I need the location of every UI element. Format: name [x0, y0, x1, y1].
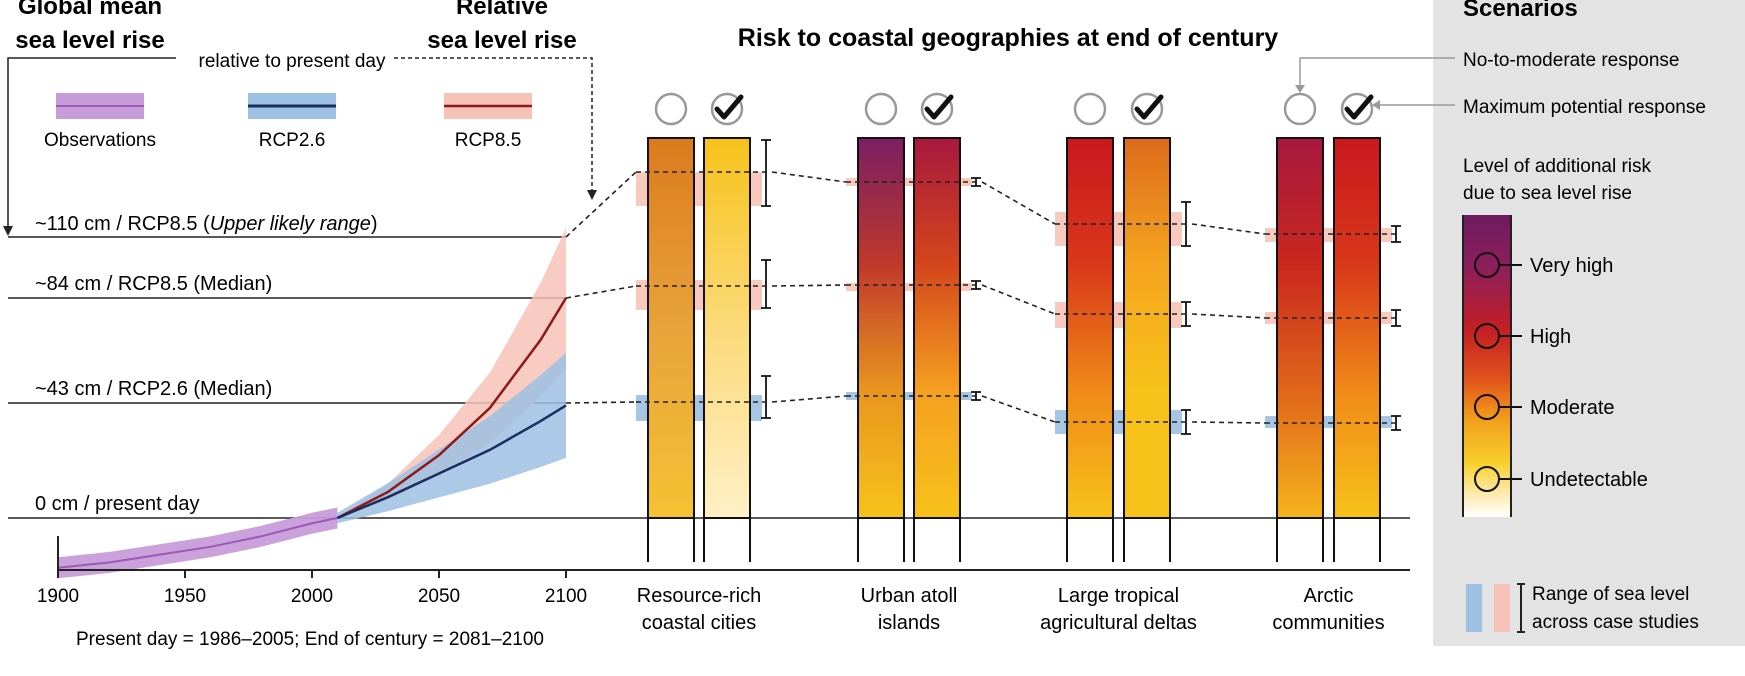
dashed-connector	[771, 284, 847, 287]
dashed-connector	[1191, 223, 1266, 235]
geography-label-line1: Resource-rich	[637, 585, 761, 607]
dashed-connector	[771, 395, 847, 403]
x-tick-label: 2000	[291, 586, 333, 607]
geography-label-line1: Urban atoll	[861, 585, 958, 607]
level-label-43: ~43 cm / RCP2.6 (Median)	[35, 378, 272, 400]
geography-label-line2: islands	[878, 612, 940, 634]
range-label-line2: across case studies	[1532, 612, 1699, 633]
risk-level-label: Undetectable	[1530, 469, 1648, 491]
bar-no-response	[647, 137, 695, 519]
bar-no-response	[1066, 137, 1114, 519]
pointer-maximum-head	[1372, 100, 1380, 110]
scenario-no-to-moderate: No-to-moderate response	[1463, 50, 1680, 71]
no-response-circle-icon	[1283, 92, 1317, 126]
bar-no-response	[1276, 137, 1324, 519]
risk-scale-title-line1: Level of additional risk	[1463, 156, 1651, 177]
no-response-circle-icon	[654, 92, 688, 126]
pointer-no-to-moderate	[1299, 57, 1455, 88]
check-icon	[714, 94, 744, 120]
risk-title: Risk to coastal geographies at end of ce…	[738, 24, 1279, 52]
legend-label-rcp85: RCP8.5	[455, 130, 522, 151]
rel-arrowhead	[587, 190, 597, 200]
risk-level-label: High	[1530, 326, 1571, 348]
x-tick-label: 1950	[164, 586, 206, 607]
x-tick-label: 1900	[37, 586, 79, 607]
risk-level-label: Moderate	[1530, 397, 1615, 419]
check-icon	[1134, 94, 1164, 120]
legend-observations: Observations	[44, 93, 156, 151]
risk-level-label: Very high	[1530, 255, 1613, 277]
legend-label-rcp26: RCP2.6	[259, 130, 326, 151]
geography-label-line1: Arctic	[1304, 585, 1354, 607]
legend-label-observations: Observations	[44, 130, 156, 151]
check-icon	[1344, 94, 1374, 120]
bar-no-response	[857, 137, 905, 519]
level-label-110: ~110 cm / RCP8.5 (Upper likely range)	[35, 213, 378, 235]
range-errorbar	[761, 259, 771, 309]
x-tick-label: 2100	[545, 586, 587, 607]
dashed-connector	[771, 171, 847, 183]
risk-scale-title-line2: due to sea level rise	[1463, 183, 1632, 204]
dashed-connector	[981, 395, 1056, 423]
gm-connector	[7, 57, 176, 228]
geography-label-line2: communities	[1272, 612, 1384, 634]
bar-max-response	[913, 137, 961, 519]
check-icon	[924, 94, 954, 120]
rel-title-line1: Relative	[456, 0, 548, 20]
scenario-maximum: Maximum potential response	[1463, 97, 1706, 118]
bar-max-response	[703, 137, 751, 519]
line-chart	[57, 227, 568, 579]
geography-label-line2: coastal cities	[642, 612, 757, 634]
level-label-0: 0 cm / present day	[35, 493, 200, 515]
no-response-circle-icon	[1073, 92, 1107, 126]
dashed-connector	[981, 181, 1056, 225]
level-label-84: ~84 cm / RCP8.5 (Median)	[35, 273, 272, 295]
legend-rcp85: RCP8.5	[444, 93, 532, 151]
gm-arrowhead	[3, 226, 13, 236]
risk-bars: Resource-rich coastal cities Urban atoll is…	[565, 92, 1401, 634]
gm-title-line2: sea level rise	[15, 27, 164, 54]
pointer-no-to-moderate-head	[1295, 85, 1305, 93]
no-response-circle-icon	[864, 92, 898, 126]
observations-line	[57, 517, 338, 569]
geography-label-line2: agricultural deltas	[1040, 612, 1197, 634]
range-swatch-blue	[1466, 584, 1482, 632]
gm-title-line1: Global mean	[18, 0, 162, 20]
scenarios-title: Scenarios	[1463, 0, 1578, 22]
range-errorbar	[761, 375, 771, 419]
rcp85-line	[336, 297, 568, 520]
x-tick-label: 2050	[418, 586, 460, 607]
legend-rcp26: RCP2.6	[248, 93, 336, 151]
relative-note: relative to present day	[199, 51, 386, 72]
bar-max-response	[1123, 137, 1171, 519]
range-errorbar-icon	[1517, 583, 1525, 633]
dashed-connector	[1191, 313, 1266, 319]
footnote: Present day = 1986–2005; End of century …	[76, 629, 544, 650]
rcp26-band	[337, 352, 566, 524]
range-errorbar	[761, 139, 771, 207]
bar-max-response	[1333, 137, 1381, 519]
rel-title-line2: sea level rise	[427, 27, 576, 54]
risk-scale-levels: Very high High Moderate Undetectable	[1474, 252, 1648, 492]
range-label-line1: Range of sea level	[1532, 584, 1689, 605]
dashed-connector	[565, 401, 637, 404]
risk-scale-bar	[1463, 215, 1511, 517]
x-ticks: 1900 1950 2000 2050 2100	[37, 570, 587, 607]
geography-label-line1: Large tropical	[1058, 585, 1179, 607]
range-swatch-pink	[1494, 584, 1510, 632]
dashed-connector	[565, 171, 637, 238]
rcp26-line	[336, 404, 567, 520]
range-band	[846, 283, 972, 291]
dashed-connector	[1191, 421, 1266, 424]
rel-connector	[394, 57, 593, 192]
dashed-connector	[981, 284, 1056, 315]
dashed-connector	[565, 285, 637, 299]
